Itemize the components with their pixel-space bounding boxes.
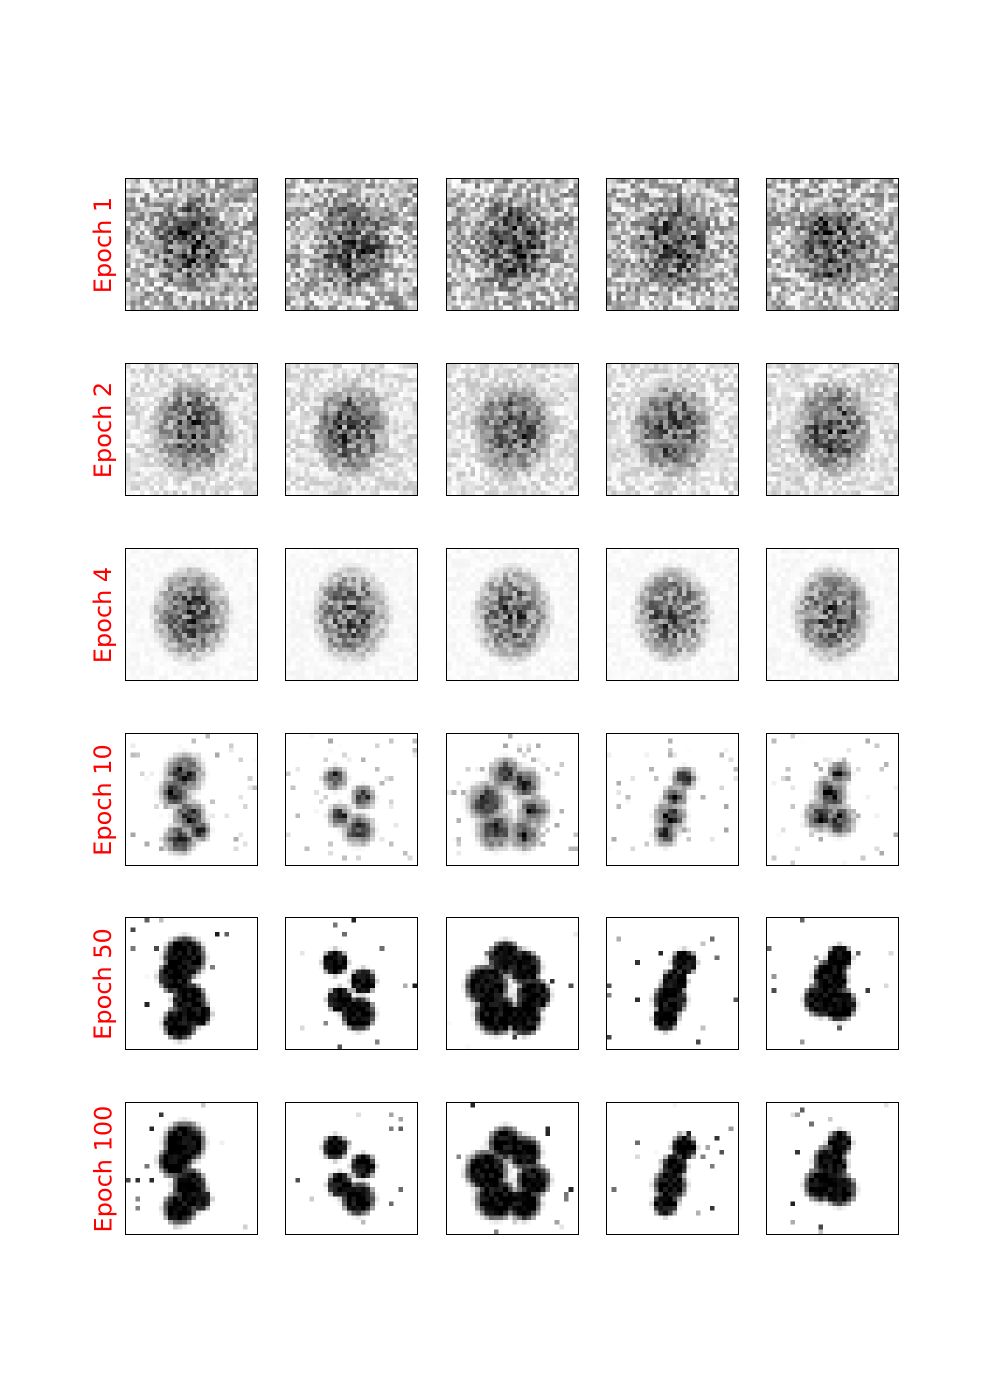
row-label: Epoch 4	[86, 548, 120, 681]
generated-digit-image	[607, 549, 738, 680]
generated-digit-image	[767, 364, 898, 495]
row-label: Epoch 10	[86, 733, 120, 866]
sample-image	[766, 733, 899, 866]
sample-image	[125, 1102, 258, 1235]
generated-digit-image	[286, 1103, 417, 1234]
row-label: Epoch 2	[86, 363, 120, 496]
sample-image	[125, 363, 258, 496]
generated-digit-image	[607, 734, 738, 865]
row-label: Epoch 50	[86, 917, 120, 1050]
row-label-text: Epoch 100	[89, 1105, 117, 1232]
sample-image	[125, 178, 258, 311]
generated-digit-image	[767, 1103, 898, 1234]
row-label: Epoch 100	[86, 1102, 120, 1235]
generated-digit-image	[286, 918, 417, 1049]
sample-image	[125, 548, 258, 681]
sample-image	[285, 548, 418, 681]
generated-digit-image	[767, 179, 898, 310]
sample-image	[125, 917, 258, 1050]
sample-image	[766, 178, 899, 311]
generated-digit-image	[447, 549, 578, 680]
row-label-text: Epoch 50	[89, 928, 117, 1040]
sample-image	[606, 178, 739, 311]
generated-digit-image	[126, 549, 257, 680]
generated-digit-image	[767, 918, 898, 1049]
sample-image	[606, 548, 739, 681]
sample-image	[285, 363, 418, 496]
generated-digit-image	[286, 179, 417, 310]
generated-digit-image	[286, 364, 417, 495]
sample-image	[446, 1102, 579, 1235]
generated-digit-image	[607, 364, 738, 495]
generated-digit-image	[767, 549, 898, 680]
row-label-text: Epoch 1	[89, 196, 117, 292]
row-label-text: Epoch 2	[89, 381, 117, 477]
sample-image	[285, 917, 418, 1050]
sample-image	[446, 733, 579, 866]
sample-image	[446, 363, 579, 496]
sample-image	[606, 363, 739, 496]
row-label: Epoch 1	[86, 178, 120, 311]
generated-digit-image	[286, 734, 417, 865]
sample-image	[766, 1102, 899, 1235]
sample-image	[766, 363, 899, 496]
sample-image	[446, 917, 579, 1050]
generated-digit-image	[126, 179, 257, 310]
sample-image	[766, 917, 899, 1050]
generated-digit-image	[126, 734, 257, 865]
generated-digit-image	[126, 1103, 257, 1234]
sample-image	[606, 1102, 739, 1235]
generated-digit-image	[126, 364, 257, 495]
generated-digit-image	[447, 918, 578, 1049]
sample-image	[446, 178, 579, 311]
generated-digit-image	[607, 1103, 738, 1234]
generated-digit-image	[126, 918, 257, 1049]
sample-image	[606, 733, 739, 866]
sample-image	[606, 917, 739, 1050]
generated-digit-image	[447, 1103, 578, 1234]
row-label-text: Epoch 10	[89, 744, 117, 856]
generated-digit-image	[607, 179, 738, 310]
generated-digit-image	[767, 734, 898, 865]
sample-image	[446, 548, 579, 681]
generated-digit-image	[447, 179, 578, 310]
row-label-text: Epoch 4	[89, 566, 117, 662]
generated-digit-image	[447, 364, 578, 495]
sample-image	[766, 548, 899, 681]
sample-image	[125, 733, 258, 866]
generated-digit-image	[607, 918, 738, 1049]
generated-digit-image	[286, 549, 417, 680]
generated-digit-image	[447, 734, 578, 865]
sample-image	[285, 1102, 418, 1235]
sample-image	[285, 733, 418, 866]
sample-image	[285, 178, 418, 311]
